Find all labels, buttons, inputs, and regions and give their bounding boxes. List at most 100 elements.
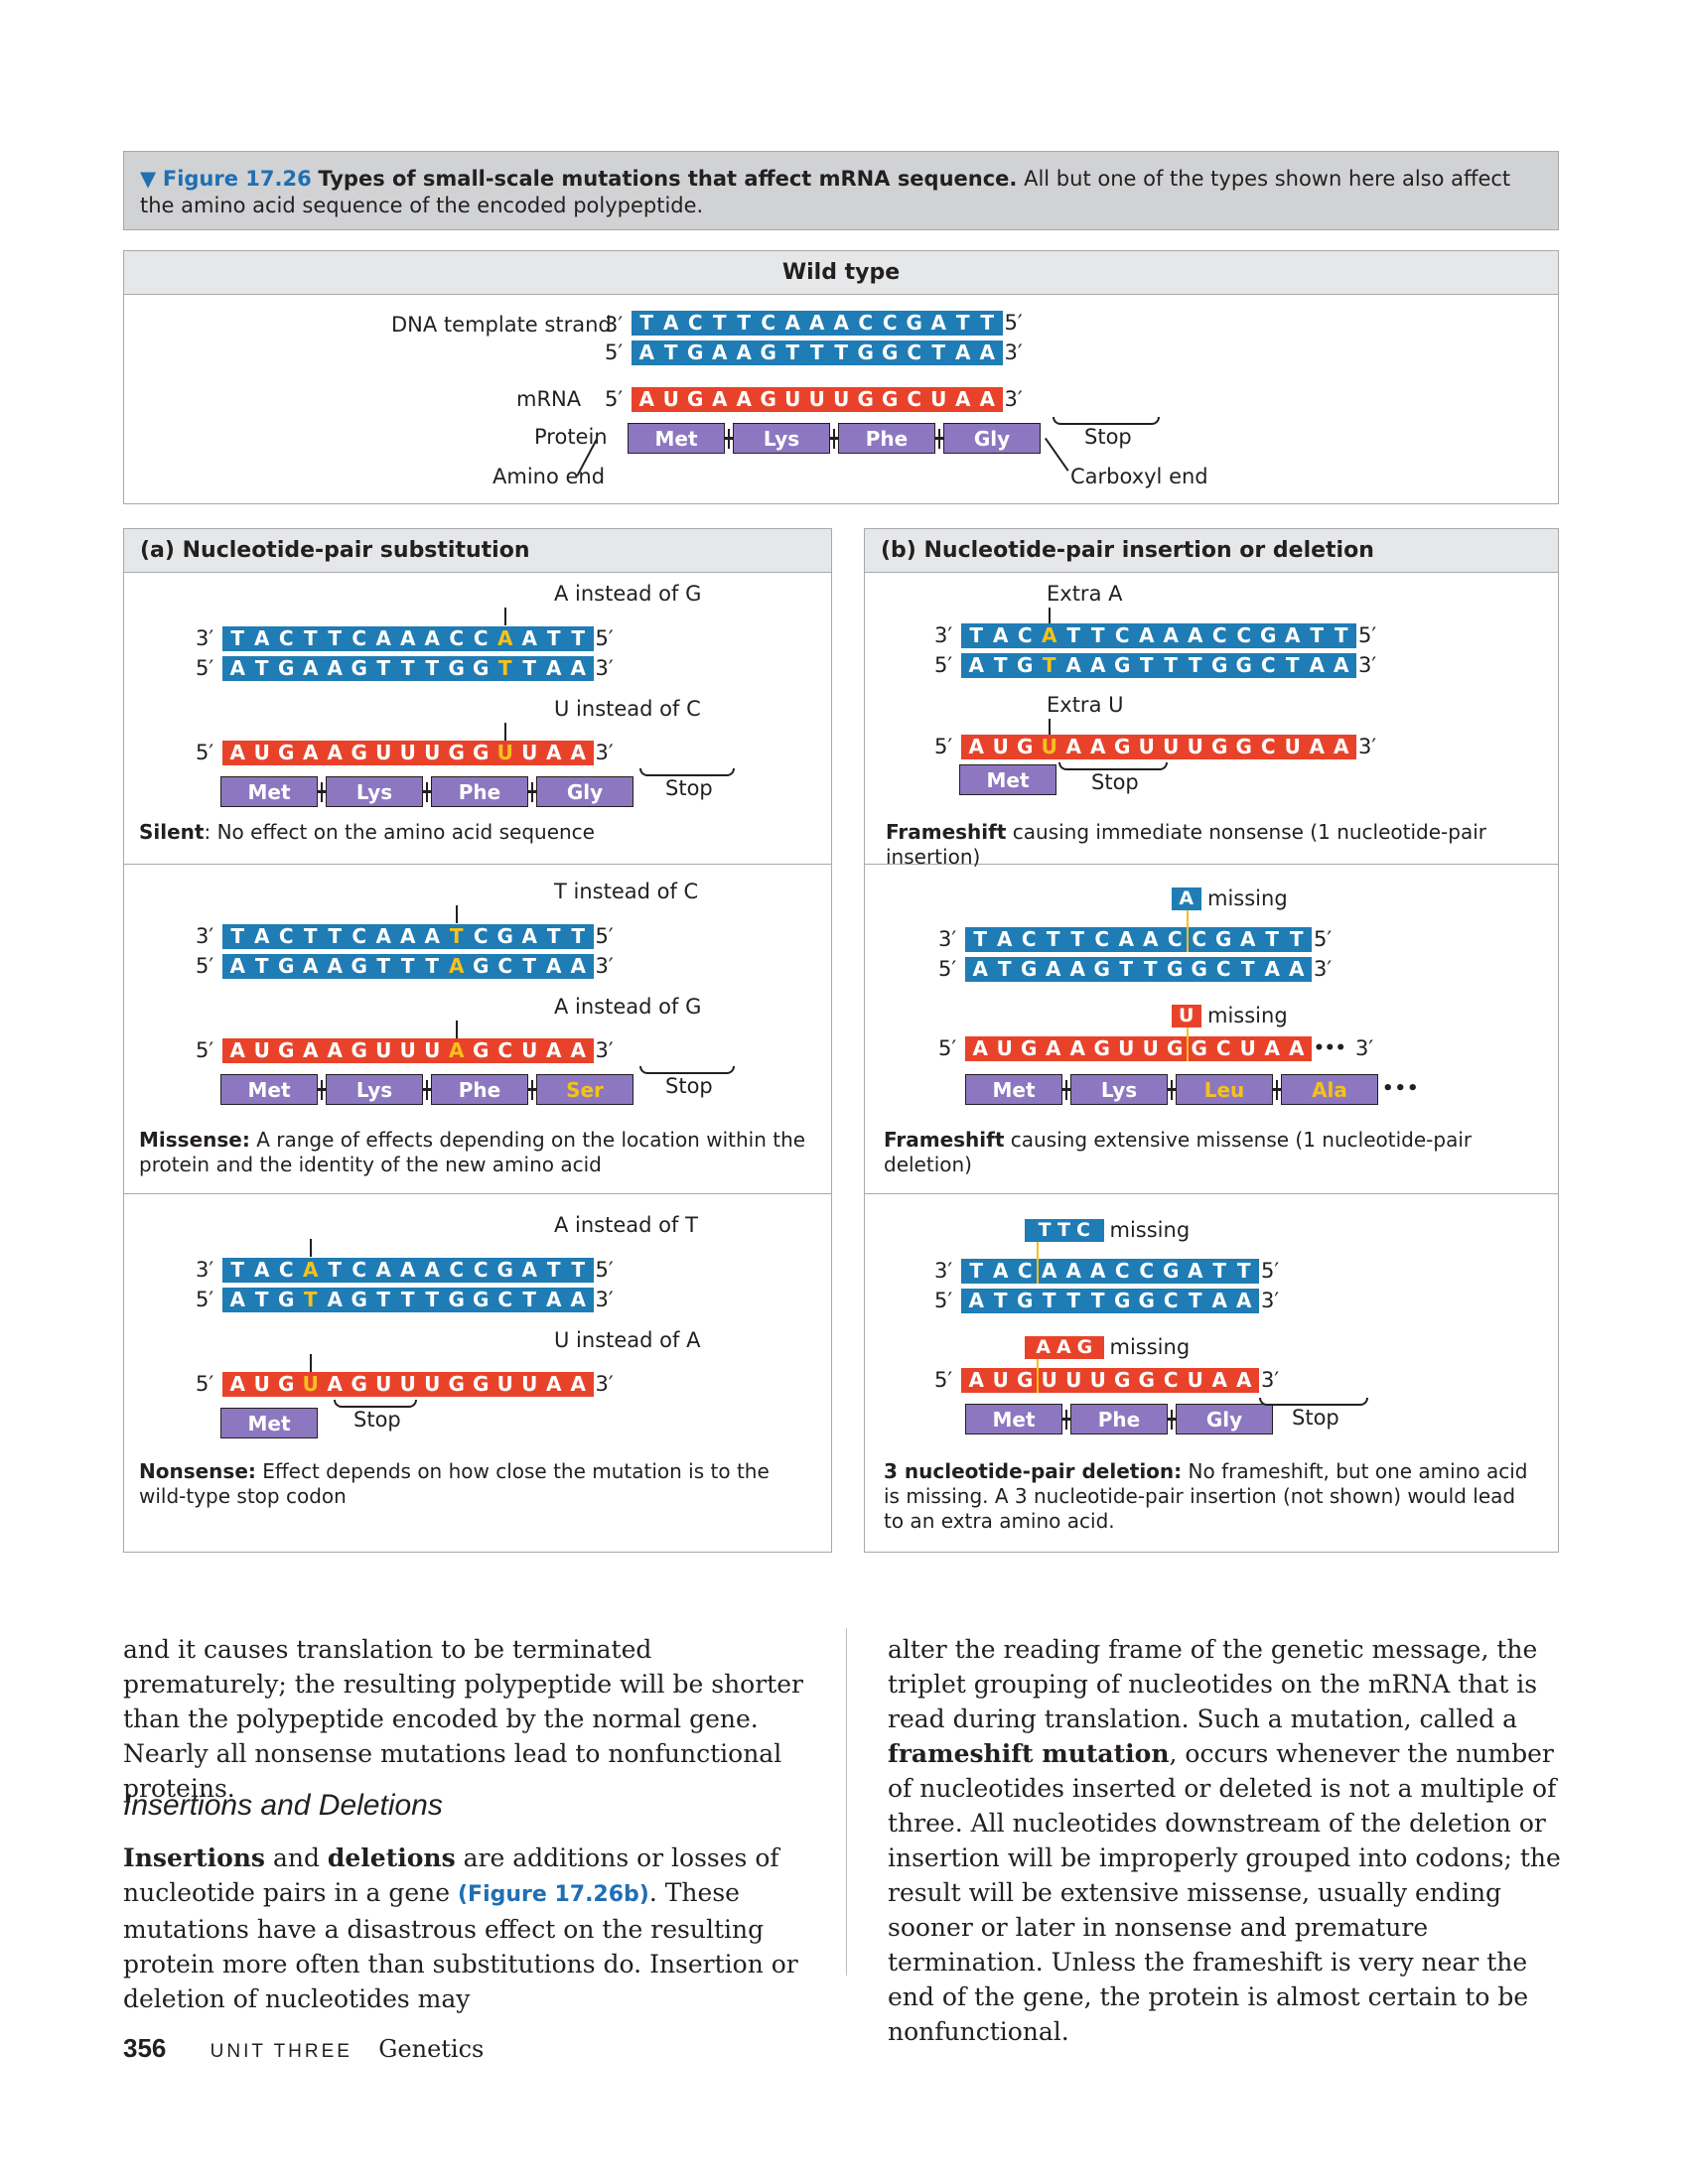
wild-type-panel: Wild type bbox=[123, 250, 1559, 504]
silent-template-left-end: 3′ bbox=[196, 626, 214, 650]
missense-protein-bond-tick bbox=[426, 1080, 428, 1100]
wt-template-base: T bbox=[737, 311, 752, 335]
nonsense-template-base: T bbox=[230, 1258, 245, 1282]
deletion1-mrna-base: U bbox=[1239, 1036, 1256, 1060]
deletion1-mrna-base: A bbox=[1046, 1036, 1061, 1060]
left-paragraph-1: and it causes translation to be terminat… bbox=[123, 1635, 803, 1803]
missense-template-base: A bbox=[521, 924, 537, 948]
left-paragraph-2: Insertions and deletions are additions o… bbox=[123, 1843, 798, 2013]
insertion-coding-base: A bbox=[1090, 653, 1106, 677]
wt-stop-label: Stop bbox=[1084, 425, 1132, 449]
figure-ref-link[interactable]: (Figure 17.26b) bbox=[458, 1882, 649, 1907]
wt-mrna-base: G bbox=[687, 387, 704, 411]
deletion1-coding-base: A bbox=[1289, 957, 1305, 981]
nonsense-template-base: C bbox=[278, 1258, 294, 1282]
deletion1-mrna-tick bbox=[1186, 1027, 1189, 1036]
deletion1-mrna-base: G bbox=[1167, 1036, 1184, 1060]
insertion-coding-strand bbox=[961, 653, 1356, 678]
missense-coding-base: T bbox=[400, 954, 415, 978]
silent-mrna-base: G bbox=[351, 741, 367, 764]
nonsense-mrna-base: U bbox=[399, 1372, 416, 1396]
deletion1-mrna-base: A bbox=[1264, 1036, 1280, 1060]
deletion1-mrna-left-end: 5′ bbox=[938, 1036, 957, 1060]
nonsense-template-left-end: 3′ bbox=[196, 1258, 214, 1282]
silent-template-base: T bbox=[230, 626, 245, 650]
insertion-template-base: C bbox=[1017, 623, 1033, 647]
deletion1-coding-base: T bbox=[1240, 957, 1255, 981]
page-number: 356 bbox=[123, 2033, 167, 2063]
missense-coding-base: A bbox=[303, 954, 319, 978]
deletion3-template-base: G bbox=[1163, 1259, 1180, 1283]
silent-mrna-base: G bbox=[473, 741, 490, 764]
insertion-coding-base: C bbox=[1260, 653, 1276, 677]
nonsense-mrna-note: U instead of A bbox=[554, 1328, 701, 1352]
wt-template-base: A bbox=[833, 311, 849, 335]
missense-desc: Missense: A range of effects depending o… bbox=[139, 1128, 806, 1176]
deletion1-template-base: A bbox=[1240, 927, 1256, 951]
wt-mrna-base: U bbox=[930, 387, 947, 411]
deletion3-protein-bond-tick bbox=[1171, 1410, 1173, 1430]
deletion1-mrna-base: A bbox=[972, 1036, 988, 1060]
insertion-coding-base: T bbox=[1285, 653, 1300, 677]
unit-label: UNIT THREE bbox=[210, 2041, 352, 2062]
deletion1-mrna-ellipsis: ••• bbox=[1314, 1038, 1346, 1058]
deletion1-template-left-end: 3′ bbox=[938, 927, 957, 951]
silent-template-base: A bbox=[400, 626, 416, 650]
missense-mrna-base: G bbox=[351, 1038, 367, 1062]
deletion3-template-base: A bbox=[993, 1259, 1009, 1283]
silent-protein-amino-acid: Lys bbox=[326, 776, 423, 807]
wt-template-base: C bbox=[882, 311, 898, 335]
missense-dna-note: T instead of C bbox=[554, 880, 699, 903]
figure-title: Types of small-scale mutations that affe… bbox=[318, 167, 1018, 191]
wt-coding-base: T bbox=[809, 341, 824, 364]
insertion-mrna-base: A bbox=[968, 735, 984, 758]
deletion1-dna-tick bbox=[1186, 910, 1189, 927]
nonsense-coding-base: T bbox=[522, 1288, 537, 1311]
nonsense-mrna-base: A bbox=[570, 1372, 586, 1396]
nonsense-coding-base: T bbox=[254, 1288, 269, 1311]
wt-template-base: T bbox=[712, 311, 727, 335]
silent-dna-note: A instead of G bbox=[554, 582, 702, 606]
silent-coding-base: T bbox=[497, 656, 512, 680]
wt-stop-brace bbox=[1053, 417, 1160, 425]
deletion1-coding-left-end: 5′ bbox=[938, 957, 957, 981]
insertion-coding-base: A bbox=[1309, 653, 1325, 677]
silent-mrna-base: A bbox=[546, 741, 562, 764]
wt-protein-bond-tick bbox=[833, 429, 835, 449]
silent-desc: Silent: No effect on the amino acid sequ… bbox=[139, 820, 595, 844]
missense-mrna-base: A bbox=[546, 1038, 562, 1062]
silent-coding-right-end: 3′ bbox=[595, 656, 614, 680]
deletion1-dna-missing-note: missing bbox=[1207, 887, 1288, 910]
wt-carboxyl-end: Carboxyl end bbox=[1070, 465, 1208, 488]
missense-mrna-base: G bbox=[473, 1038, 490, 1062]
nonsense-coding-base: T bbox=[376, 1288, 391, 1311]
silent-protein-amino-acid: Met bbox=[220, 776, 318, 807]
missense-mrna-base: C bbox=[497, 1038, 513, 1062]
silent-dna-note-tick bbox=[503, 608, 506, 625]
deletion3-mrna-base: G bbox=[1017, 1368, 1034, 1392]
divider-a1 bbox=[123, 864, 832, 865]
missense-stop-brace bbox=[639, 1066, 735, 1074]
deletion3-mrna-gap-mark bbox=[1036, 1368, 1039, 1393]
deletion3-coding-base: G bbox=[1017, 1289, 1034, 1312]
deletion3-template-gap-mark bbox=[1036, 1259, 1039, 1284]
missense-coding-base: A bbox=[570, 954, 586, 978]
wt-mrna-right-end: 3′ bbox=[1004, 387, 1023, 411]
wt-mrna-base: G bbox=[857, 387, 874, 411]
insertion-template-base: G bbox=[1260, 623, 1277, 647]
silent-mrna-left-end: 5′ bbox=[196, 741, 214, 764]
missense-template-strand bbox=[222, 924, 594, 949]
deletion1-coding-base: T bbox=[1143, 957, 1158, 981]
wt-mrna-base: C bbox=[907, 387, 922, 411]
nonsense-mrna-strand bbox=[222, 1372, 594, 1397]
deletion1-mrna-base: A bbox=[1069, 1036, 1085, 1060]
silent-template-base: T bbox=[571, 626, 586, 650]
deletion1-template-base: C bbox=[1094, 927, 1110, 951]
deletion1-protein-bond-tick bbox=[1276, 1080, 1278, 1100]
nonsense-protein-amino-acid: Met bbox=[220, 1408, 318, 1438]
wt-mrna-strand bbox=[632, 387, 1003, 412]
deletion1-template-base: A bbox=[1118, 927, 1134, 951]
deletion3-mrna-base: C bbox=[1163, 1368, 1179, 1392]
deletion3-template-base: C bbox=[1114, 1259, 1130, 1283]
silent-template-base: A bbox=[424, 626, 440, 650]
